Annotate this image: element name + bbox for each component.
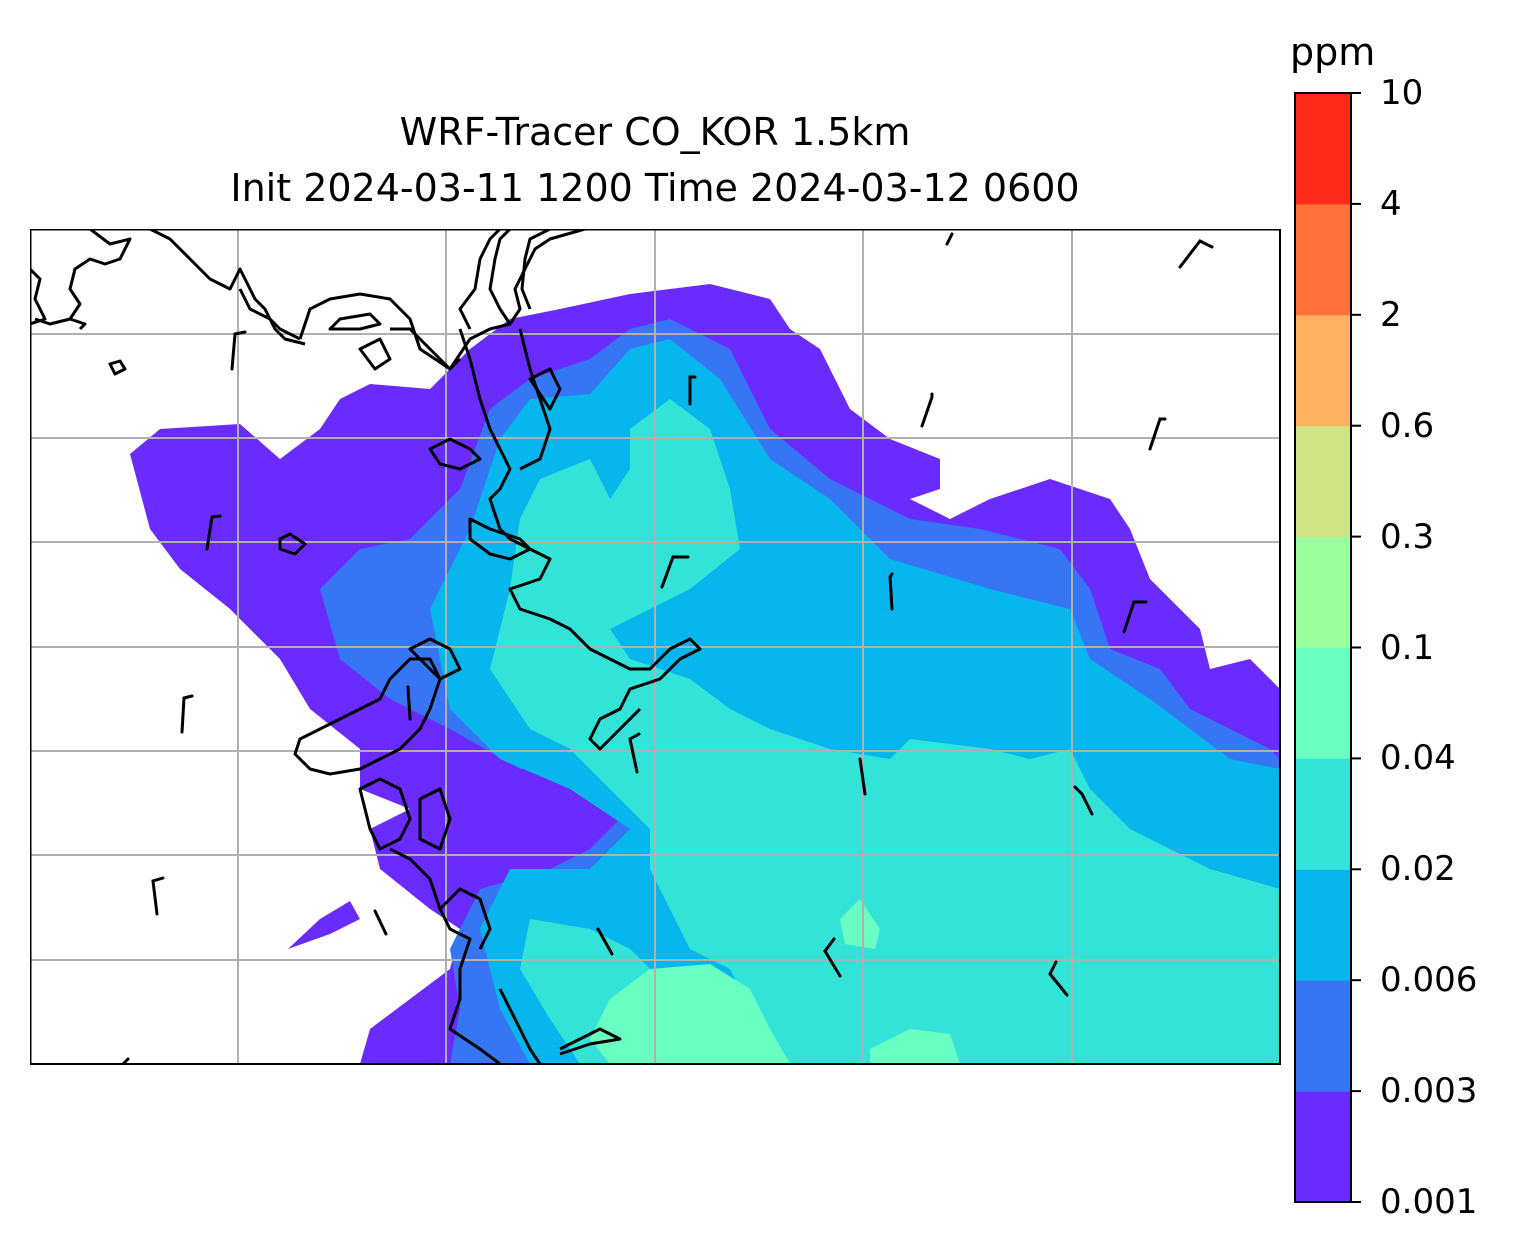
colorbar-segment: [1295, 203, 1351, 316]
colorbar-tick-label: 2: [1380, 294, 1402, 335]
map-gridlines: [30, 229, 1280, 1064]
coastline: [30, 229, 702, 1064]
colorbar-segment: [1295, 1091, 1351, 1203]
colorbar-segment: [1295, 93, 1351, 205]
colorbar-tick-label: 0.003: [1380, 1071, 1478, 1112]
colorbar-tick-label: 10: [1380, 73, 1424, 113]
colorbar-segment: [1295, 314, 1351, 427]
contour-band-4: [590, 964, 790, 1064]
colorbar-tick-label: 0.04: [1380, 738, 1456, 779]
contour-band-4c: [870, 1029, 960, 1064]
map-title-line-1: WRF-Tracer CO_KOR 1.5km: [399, 110, 911, 154]
colorbar-tick-label: 4: [1380, 183, 1402, 224]
colorbar-tick-label: 0.006: [1380, 960, 1478, 1001]
colorbar-segment: [1295, 647, 1351, 759]
colorbar-segment: [1295, 980, 1351, 1092]
colorbar-tick-label: 0.02: [1380, 849, 1456, 890]
colorbar-segment: [1295, 869, 1351, 981]
contour-band-3: [490, 399, 1280, 1064]
map-title-line-2: Init 2024-03-11 1200 Time 2024-03-12 060…: [230, 166, 1080, 210]
colorbar-segment: [1295, 758, 1351, 870]
tracer-concentration-map: [30, 229, 1281, 1065]
colorbar-tick-label: 0.1: [1380, 627, 1435, 668]
colorbar-segment: [1295, 536, 1351, 648]
colorbar: [1294, 92, 1361, 1203]
contour-band-3b: [820, 769, 890, 829]
colorbar-unit-label: ppm: [1290, 30, 1376, 74]
colorbar-tick-label: 0.001: [1380, 1182, 1478, 1222]
map-frame: [30, 229, 1281, 1065]
colorbar-segment: [1295, 425, 1351, 538]
contour-band-4b: [840, 899, 880, 949]
wind-barbs: [121, 232, 1214, 1065]
colorbar-tick-label: 0.3: [1380, 516, 1435, 557]
colorbar-tick-label: 0.6: [1380, 405, 1435, 446]
contour-band-0b: [288, 901, 360, 949]
